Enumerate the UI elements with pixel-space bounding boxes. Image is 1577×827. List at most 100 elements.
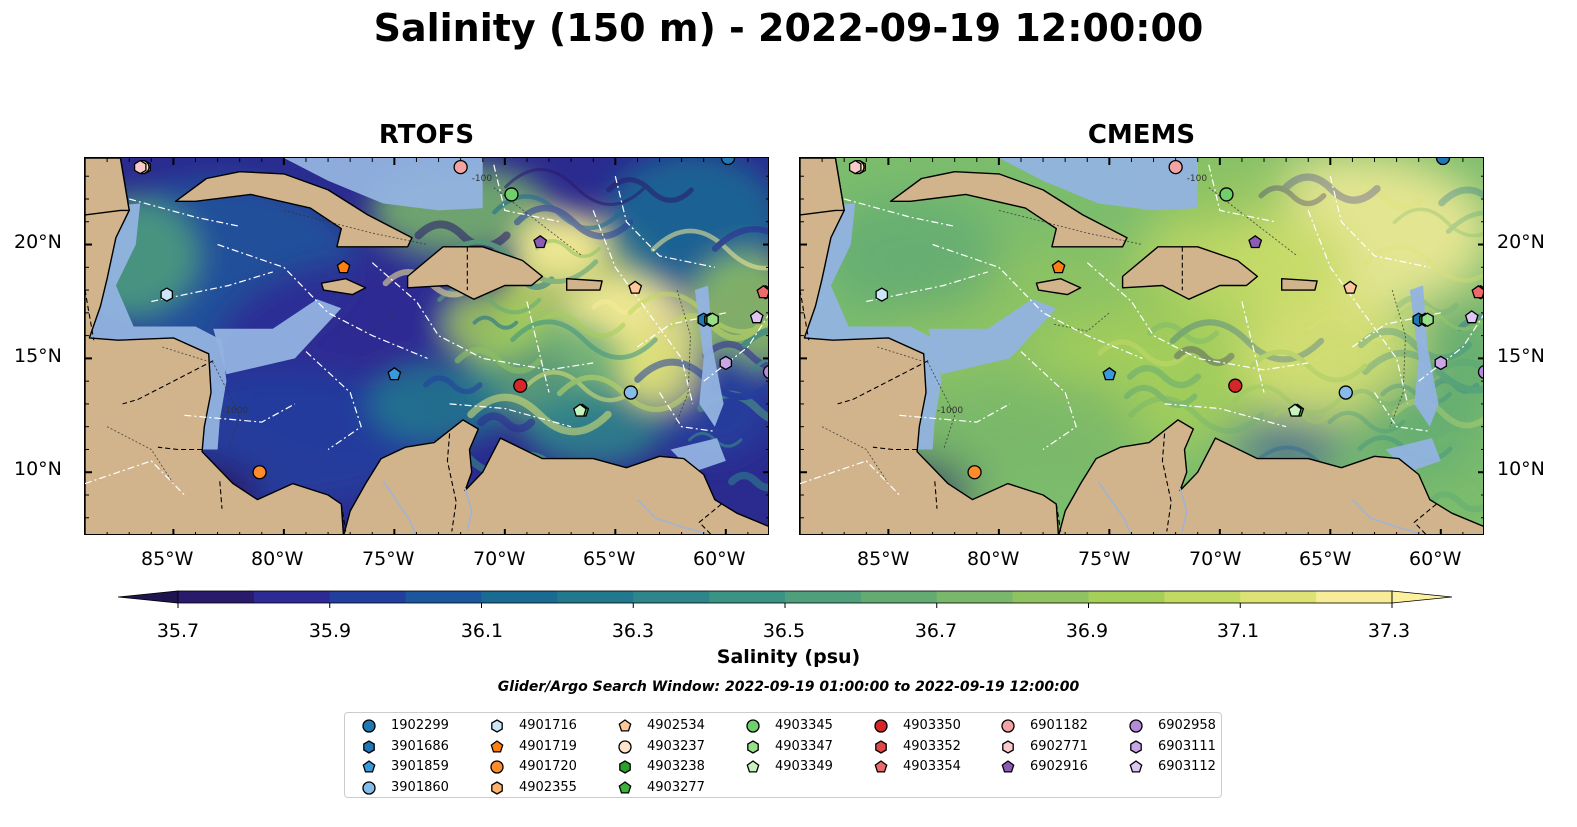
legend-label: 4902534: [647, 718, 705, 733]
map-cmems[interactable]: -1000 -100: [799, 157, 1484, 535]
float-marker-6902958: [762, 365, 768, 379]
legend-label: 3901860: [391, 779, 449, 795]
colorbar-segment: [633, 591, 710, 603]
legend-label: 4901720: [519, 759, 577, 774]
float-marker-4903347: [1421, 312, 1434, 327]
legend-marker-1902299: [362, 719, 376, 733]
float-marker-4903354: [756, 284, 768, 299]
float-marker-6902916: [1248, 235, 1263, 249]
legend-marker-4903238: [619, 760, 631, 774]
panel-title-cmems: CMEMS: [1087, 120, 1196, 150]
lon-tick-rtofs-75: 75°W: [362, 548, 415, 570]
legend-label: 4903352: [903, 738, 961, 754]
colorbar: [118, 590, 1452, 608]
float-marker-6903112: [1464, 310, 1479, 324]
float-marker-4901719: [1051, 259, 1066, 274]
float-marker-6903112: [749, 310, 764, 324]
float-marker-4901716: [875, 287, 889, 302]
float-marker-4901719: [336, 259, 351, 274]
legend-label: 4903237: [647, 738, 705, 754]
legend-label: 6902958: [1158, 718, 1216, 733]
colorbar-segment: [709, 591, 786, 603]
map-rtofs-canvas: -1000 -100: [85, 158, 768, 534]
legend-label: 4901719: [519, 738, 577, 754]
colorbar-segment: [253, 591, 331, 603]
legend-marker-6902916: [1001, 760, 1015, 773]
float-marker-6901182: [1168, 159, 1183, 175]
hexagon-marker-icon: [1002, 739, 1014, 754]
float-marker-6902958: [1477, 365, 1483, 379]
hexagon-marker-icon: [491, 780, 503, 795]
map-rtofs[interactable]: -1000 -100: [84, 157, 769, 535]
colorbar-tick-35.9: 35.9: [308, 620, 352, 642]
float-marker-4903345: [504, 187, 519, 202]
legend-label: 4903347: [775, 738, 833, 754]
float-marker-4901720: [252, 465, 267, 480]
float-marker-4903354: [1471, 284, 1483, 299]
colorbar-tick-36.7: 36.7: [914, 620, 958, 642]
float-marker-4903349: [1288, 403, 1302, 417]
float-marker-6901182: [453, 159, 468, 175]
colorbar-segment: [1316, 591, 1393, 603]
lat-tick-left-20: 20°N: [14, 231, 62, 253]
float-marker-4903345: [1219, 187, 1234, 202]
hexagon-marker-icon: [363, 739, 375, 754]
legend-label: 6901182: [1030, 718, 1088, 733]
hexagon-marker-icon: [1130, 739, 1142, 754]
colorbar-segment: [1012, 591, 1089, 603]
lat-tick-left-10: 10°N: [14, 458, 62, 480]
float-marker-4901720: [967, 465, 982, 480]
lon-tick-rtofs-65: 65°W: [583, 548, 636, 570]
colorbar-segment: [557, 591, 634, 603]
colorbar-segment: [178, 591, 255, 603]
lat-tick-right-20: 20°N: [1497, 231, 1545, 253]
pentagon-marker-icon: [618, 780, 632, 794]
float-legend: 1902299 3901686 3901859 3901860 4901716 49017…: [344, 712, 1222, 798]
contour-label-1000: -1000: [222, 406, 248, 416]
legend-label: 4901716: [519, 718, 577, 733]
float-marker-6902771: [848, 159, 862, 175]
float-marker-4903350: [1228, 378, 1243, 393]
float-marker-4901716: [160, 287, 174, 302]
circle-marker-icon: [874, 719, 888, 733]
float-marker-3901859: [1102, 366, 1117, 381]
float-marker-1902299: [720, 158, 736, 166]
pentagon-marker-icon: [874, 760, 888, 773]
pentagon-marker-icon: [362, 760, 376, 773]
colorbar-segment: [1088, 591, 1165, 603]
colorbar-tick-37.1: 37.1: [1216, 620, 1260, 642]
colorbar-segment: [785, 591, 862, 603]
float-marker-1902299: [1435, 158, 1451, 166]
legend-marker-4901719: [490, 739, 504, 753]
panel-title-rtofs: RTOFS: [378, 120, 475, 150]
circle-marker-icon: [1129, 719, 1143, 733]
pentagon-marker-icon: [1001, 760, 1015, 773]
colorbar-tick-36.3: 36.3: [611, 620, 655, 642]
colorbar-segment: [405, 591, 482, 603]
legend-marker-4902355: [491, 780, 503, 795]
float-marker-4903349: [573, 403, 587, 417]
legend-marker-4902534: [618, 719, 632, 732]
circle-marker-icon: [746, 719, 760, 733]
pentagon-marker-icon: [746, 760, 760, 773]
legend-label: 6903111: [1158, 738, 1216, 754]
search-window-text: Glider/Argo Search Window: 2022-09-19 01…: [497, 679, 1080, 695]
hexagon-marker-icon: [747, 739, 759, 754]
float-marker-4902534: [1343, 280, 1358, 294]
colorbar-tick-36.1: 36.1: [460, 620, 504, 642]
float-marker-3901860: [623, 385, 638, 400]
legend-marker-4901720: [490, 760, 504, 774]
contour-label-100: -100: [472, 174, 493, 184]
legend-marker-4903277: [618, 780, 632, 794]
legend-label: 6902771: [1030, 738, 1088, 754]
float-marker-4902534: [628, 280, 643, 294]
legend-label: 4903277: [647, 779, 705, 795]
legend-marker-4903345: [746, 719, 760, 733]
contour-label-100: -100: [1187, 174, 1208, 184]
legend-marker-3901860: [362, 780, 376, 795]
float-marker-3901859: [387, 366, 402, 381]
float-marker-6903111: [719, 355, 733, 371]
colorbar-segment: [1164, 591, 1241, 603]
legend-label: 4903238: [647, 759, 705, 774]
colorbar-tick-36.5: 36.5: [762, 620, 806, 642]
